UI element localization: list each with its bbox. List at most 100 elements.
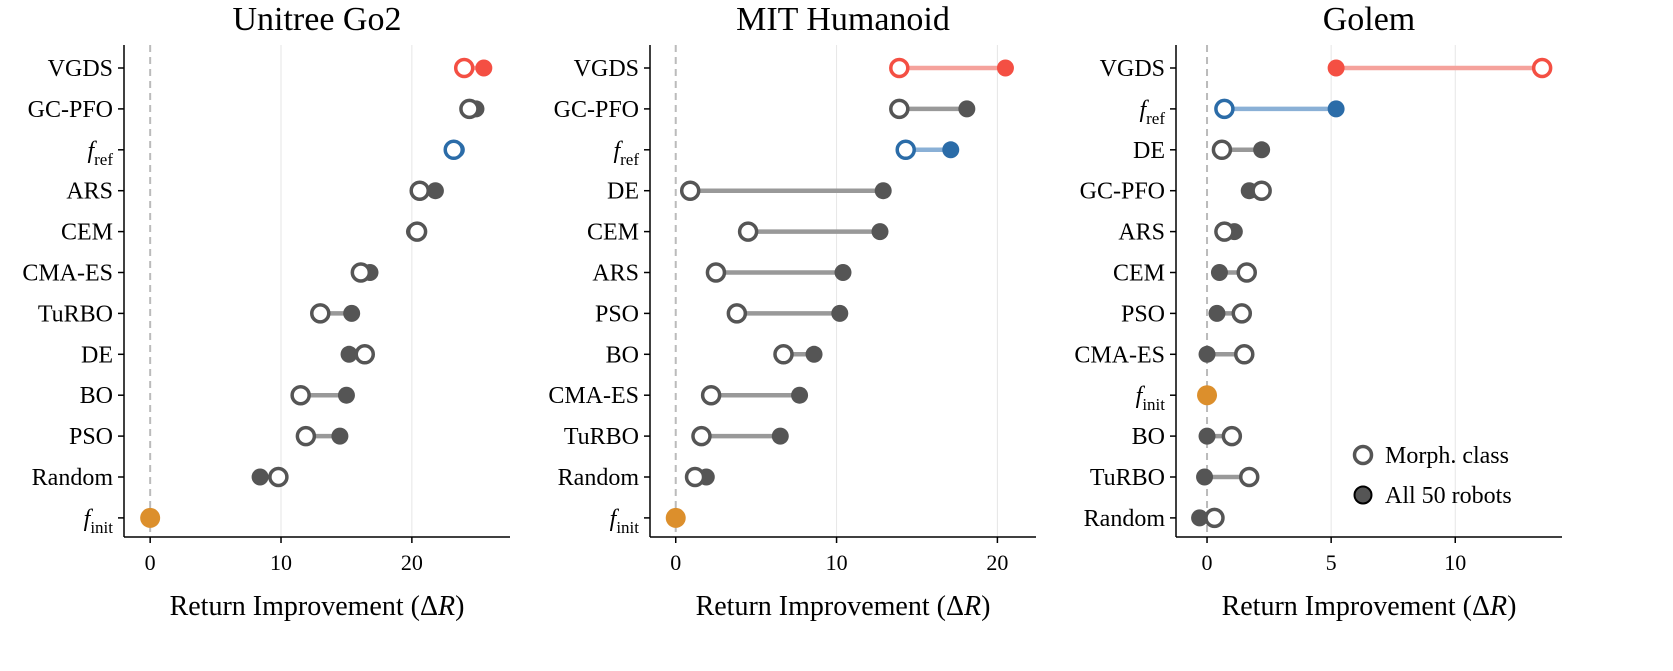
- y-tick-label-4: CEM: [587, 220, 639, 246]
- x-tick-label-1: 10: [270, 550, 292, 575]
- chart-title: Unitree Go2: [232, 1, 401, 38]
- point-all-11: [1191, 509, 1209, 527]
- y-tick-label-9: PSO: [69, 424, 113, 450]
- y-tick-label-1: GC-PFO: [28, 97, 113, 123]
- x-tick-label-0: 0: [670, 550, 681, 575]
- y-tick-label-5: CMA-ES: [22, 261, 113, 287]
- legend-marker-all: [1353, 485, 1373, 505]
- point-morph-1: [889, 98, 910, 120]
- point-all-6: [1208, 304, 1226, 322]
- y-tick-label-8: CMA-ES: [548, 383, 639, 409]
- y-tick-label-9: BO: [1132, 424, 1165, 450]
- point-morph-6: [726, 303, 748, 324]
- y-tick-label-4: CEM: [61, 220, 113, 246]
- point-morph-5: [1236, 262, 1257, 283]
- point-morph-10: [684, 466, 706, 488]
- y-tick-label-9: TuRBO: [564, 424, 639, 450]
- y-tick-label-1: fref: [1139, 97, 1165, 128]
- point-morph-0: [1531, 57, 1553, 79]
- point-all-10: [1196, 468, 1214, 486]
- point-morph-2: [443, 139, 464, 161]
- x-tick-label-2: 10: [1444, 550, 1466, 575]
- point-morph-5: [350, 262, 372, 283]
- point-all-2: [1253, 141, 1271, 159]
- legend: Morph. class All 50 robots: [1352, 443, 1512, 509]
- point-all-2: [942, 141, 960, 159]
- point-morph-6: [1231, 303, 1253, 324]
- y-tick-label-2: fref: [87, 138, 113, 169]
- y-tick-label-10: Random: [32, 465, 114, 491]
- y-tick-label-0: VGDS: [574, 56, 639, 82]
- point-all-10: [251, 468, 269, 486]
- y-tick-label-2: DE: [1133, 138, 1165, 164]
- point-morph-8: [290, 384, 311, 406]
- point-all-7: [1198, 345, 1216, 363]
- point-morph-8: [700, 384, 722, 406]
- point-all-9: [1198, 427, 1216, 445]
- y-tick-label-11: finit: [84, 506, 114, 537]
- x-tick-label-1: 5: [1326, 550, 1337, 575]
- point-morph-2: [1211, 139, 1233, 161]
- y-tick-label-10: Random: [558, 465, 640, 491]
- point-all-5: [1210, 264, 1228, 281]
- point-all-5: [834, 264, 852, 281]
- y-tick-label-8: finit: [1136, 383, 1166, 414]
- point-all-8: [791, 386, 809, 404]
- y-tick-label-5: CEM: [1113, 261, 1165, 287]
- point-all-8: [337, 386, 355, 404]
- y-tick-label-8: BO: [80, 383, 113, 409]
- point-morph-7: [354, 344, 376, 365]
- x-axis-label: Return Improvement (ΔR): [170, 591, 465, 622]
- y-tick-label-7: CMA-ES: [1074, 342, 1165, 368]
- chart-title: MIT Humanoid: [736, 1, 950, 38]
- x-axis-label: Return Improvement (ΔR): [1222, 591, 1517, 622]
- y-tick-label-7: BO: [606, 342, 639, 368]
- x-tick-label-2: 20: [986, 550, 1008, 575]
- x-tick-label-1: 10: [826, 550, 848, 575]
- legend-label-all: All 50 robots: [1385, 483, 1512, 509]
- y-tick-label-0: VGDS: [1100, 56, 1165, 82]
- y-tick-label-5: ARS: [592, 261, 639, 287]
- chart-panel-1: 0 10 20 MIT Humanoid Return Improvement (ΔR)…: [548, 1, 1036, 622]
- y-tick-label-0: VGDS: [48, 56, 113, 82]
- point-all-9: [331, 427, 349, 445]
- point-morph-3: [1251, 180, 1272, 201]
- point-morph-1: [459, 98, 480, 120]
- point-morph-0: [453, 57, 475, 79]
- point-morph-5: [705, 262, 727, 283]
- point-all-7: [340, 345, 358, 363]
- point-morph-6: [310, 303, 331, 324]
- point-all-6: [343, 304, 361, 322]
- y-tick-label-4: ARS: [1118, 220, 1165, 246]
- chart-panel-0: 0 10 20 Unitree Go2 Return Improvement (ΔR) V…: [22, 1, 510, 622]
- point-all-3: [874, 182, 892, 200]
- point-all-0: [996, 59, 1014, 77]
- y-tick-label-1: GC-PFO: [554, 97, 639, 123]
- point-morph-1: [1214, 98, 1235, 120]
- legend-marker-morph: [1352, 444, 1374, 466]
- point-morph-9: [1221, 425, 1243, 447]
- point-morph-10: [1238, 466, 1260, 488]
- y-tick-label-3: ARS: [66, 179, 113, 205]
- point-all-3: [426, 182, 444, 200]
- point-all-0: [1327, 59, 1345, 77]
- point-morph-0: [889, 57, 910, 79]
- point-all-1: [1327, 100, 1345, 118]
- point-all-1: [958, 100, 976, 118]
- y-tick-label-6: TuRBO: [38, 301, 113, 327]
- point-morph-4: [737, 221, 759, 242]
- point-morph-3: [409, 180, 430, 201]
- point-morph-7: [1234, 344, 1255, 365]
- point-all-7: [805, 345, 823, 363]
- x-tick-label-0: 0: [1202, 550, 1213, 575]
- y-tick-label-6: PSO: [595, 301, 639, 327]
- y-tick-label-3: GC-PFO: [1080, 179, 1165, 205]
- point-morph-9: [295, 425, 317, 447]
- chart-title: Golem: [1323, 1, 1416, 38]
- point-morph-9: [691, 425, 712, 447]
- y-tick-label-2: fref: [613, 138, 639, 169]
- point-morph-10: [268, 466, 289, 488]
- x-axis-label: Return Improvement (ΔR): [696, 591, 991, 622]
- point-11: [665, 507, 686, 528]
